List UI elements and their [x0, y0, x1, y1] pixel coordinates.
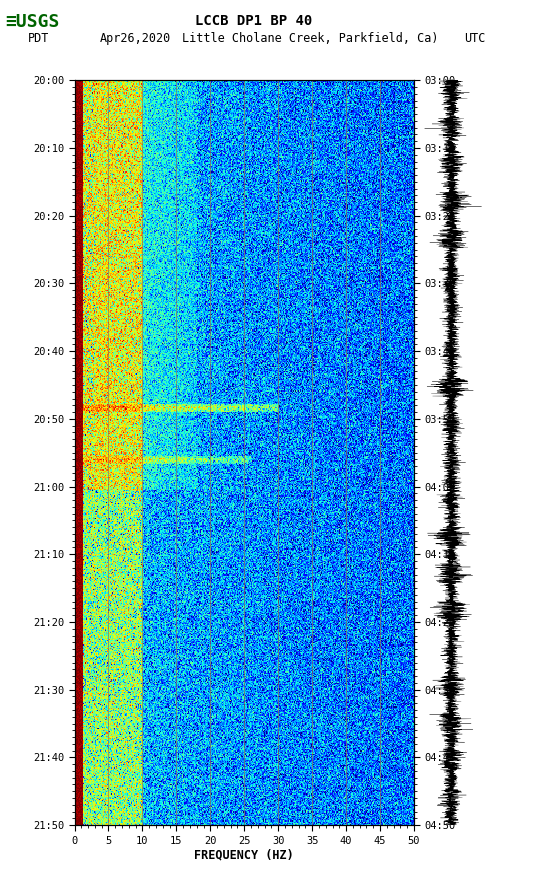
Text: Apr26,2020: Apr26,2020 — [99, 32, 171, 45]
X-axis label: FREQUENCY (HZ): FREQUENCY (HZ) — [194, 848, 294, 862]
Text: PDT: PDT — [28, 32, 49, 45]
Text: Little Cholane Creek, Parkfield, Ca): Little Cholane Creek, Parkfield, Ca) — [182, 32, 439, 45]
Text: UTC: UTC — [464, 32, 485, 45]
Text: LCCB DP1 BP 40: LCCB DP1 BP 40 — [195, 14, 312, 29]
Text: ≡USGS: ≡USGS — [6, 13, 60, 31]
